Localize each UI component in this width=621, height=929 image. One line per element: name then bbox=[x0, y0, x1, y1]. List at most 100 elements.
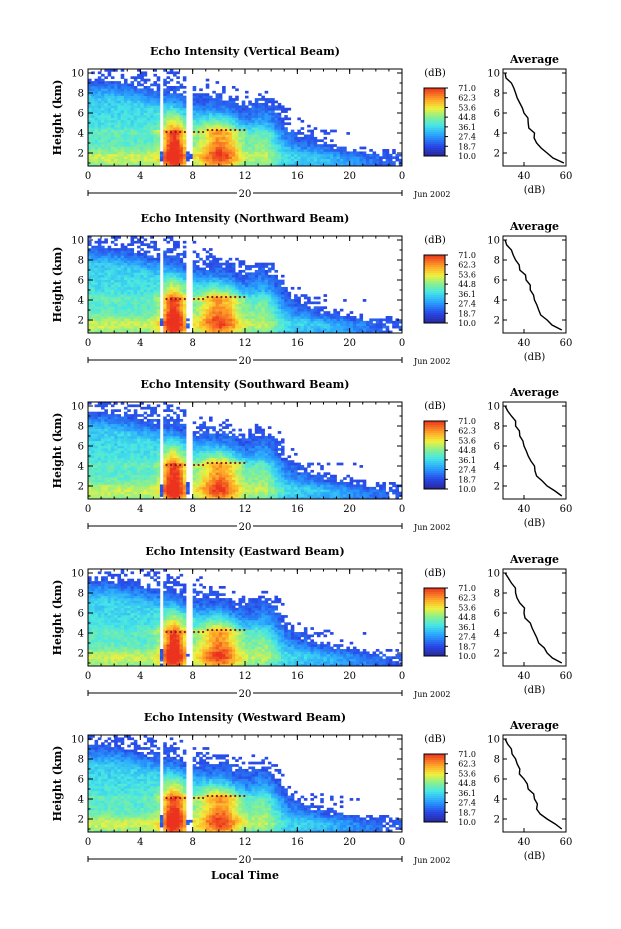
average-x-tick-label: 40 bbox=[518, 338, 531, 349]
heatmap-cell bbox=[120, 158, 125, 162]
heatmap-cell bbox=[248, 107, 252, 111]
heatmap-cell bbox=[140, 313, 144, 317]
heatmap-cell bbox=[97, 146, 102, 150]
heatmap-cell bbox=[97, 112, 102, 116]
heatmap-cell bbox=[101, 286, 105, 290]
heatmap-cell bbox=[101, 110, 105, 113]
heatmap-cell bbox=[258, 117, 262, 121]
heatmap-cell bbox=[114, 269, 118, 273]
heatmap-cell bbox=[297, 328, 301, 331]
heatmap-cell bbox=[248, 274, 252, 278]
heatmap-cell bbox=[333, 144, 337, 147]
colorbar-segment bbox=[424, 148, 445, 151]
heatmap-cell bbox=[97, 308, 102, 312]
heatmap-cell bbox=[352, 318, 357, 322]
heatmap-cell bbox=[88, 250, 92, 254]
heatmap-cell bbox=[251, 156, 256, 160]
heatmap-cell bbox=[163, 301, 167, 305]
heatmap-cell bbox=[179, 98, 184, 101]
heatmap-cell bbox=[280, 306, 285, 310]
heatmap-cell bbox=[94, 260, 99, 263]
heatmap-cell bbox=[143, 320, 148, 324]
heatmap-cell bbox=[143, 158, 148, 162]
heatmap-cell bbox=[202, 117, 207, 121]
heatmap-cell bbox=[110, 129, 115, 133]
heatmap-cell bbox=[366, 161, 370, 164]
heatmap-cell bbox=[195, 286, 200, 290]
heatmap-cell bbox=[271, 107, 275, 111]
heatmap-cell bbox=[287, 296, 292, 300]
heatmap-cell bbox=[271, 98, 275, 101]
heatmap-cell bbox=[133, 316, 138, 319]
heatmap-cell bbox=[248, 100, 252, 104]
heatmap-cell bbox=[101, 452, 105, 456]
heatmap-cell bbox=[280, 105, 285, 109]
heatmap-cell bbox=[294, 308, 298, 312]
heatmap-cell bbox=[235, 122, 239, 126]
heatmap-cell bbox=[182, 274, 187, 278]
heatmap-cell bbox=[163, 277, 167, 280]
heatmap-cell bbox=[117, 274, 122, 278]
heatmap-cell bbox=[343, 153, 347, 157]
heatmap-cell bbox=[130, 301, 135, 305]
heatmap-cell bbox=[104, 316, 108, 319]
heatmap-cell bbox=[133, 95, 138, 99]
heatmap-cell bbox=[91, 267, 95, 271]
heatmap-cell bbox=[182, 139, 187, 143]
heatmap-cell bbox=[248, 277, 252, 280]
heatmap-cell bbox=[120, 255, 125, 259]
heatmap-cell bbox=[140, 257, 144, 261]
heatmap-cell bbox=[176, 245, 180, 249]
heatmap-cell bbox=[326, 323, 331, 327]
heatmap-cell bbox=[91, 279, 95, 283]
heatmap-cell bbox=[146, 311, 151, 314]
heatmap-cell bbox=[199, 141, 203, 145]
heatmap-cell bbox=[110, 291, 115, 295]
heatmap-cell bbox=[94, 426, 99, 429]
heatmap-cell bbox=[284, 328, 288, 331]
heatmap-cell bbox=[179, 93, 184, 96]
heatmap-cell bbox=[300, 311, 305, 314]
heatmap-cell bbox=[192, 117, 197, 121]
heatmap-cell bbox=[192, 95, 197, 99]
heatmap-cell bbox=[117, 269, 122, 273]
heatmap-cell bbox=[114, 316, 118, 319]
heatmap-cell bbox=[231, 98, 236, 101]
heatmap-cell bbox=[91, 445, 95, 449]
heatmap-cell bbox=[127, 248, 131, 251]
heatmap-cell bbox=[271, 141, 275, 145]
heatmap-cell bbox=[94, 262, 99, 266]
heatmap-cell bbox=[173, 129, 177, 133]
x-tick-label: 4 bbox=[137, 338, 143, 349]
heatmap-cell bbox=[310, 132, 314, 135]
heatmap-cell bbox=[241, 289, 246, 293]
heatmap-cell bbox=[300, 141, 305, 145]
heatmap-cell bbox=[307, 136, 311, 140]
heatmap-cell bbox=[104, 455, 108, 459]
heatmap-cell bbox=[127, 294, 131, 297]
heatmap-cell bbox=[271, 262, 275, 266]
heatmap-cell bbox=[303, 328, 308, 331]
heatmap-cell bbox=[97, 144, 102, 147]
x-tick-label: 12 bbox=[239, 171, 252, 182]
heatmap-cell bbox=[104, 433, 108, 437]
heatmap-cell bbox=[140, 240, 144, 244]
heatmap-cell bbox=[313, 320, 318, 324]
heatmap-cell bbox=[267, 301, 272, 305]
heatmap-cell bbox=[123, 107, 128, 111]
heatmap-cell bbox=[146, 296, 151, 300]
heatmap-cell bbox=[261, 149, 265, 152]
heatmap-cell bbox=[97, 484, 102, 488]
heatmap-cell bbox=[235, 151, 239, 155]
heatmap-cell bbox=[173, 102, 177, 106]
heatmap-cell bbox=[91, 248, 95, 251]
heatmap-cell bbox=[97, 435, 102, 439]
heatmap-cell bbox=[179, 132, 184, 135]
heatmap-cell bbox=[218, 320, 223, 324]
heatmap-cell bbox=[212, 299, 216, 302]
heatmap-cell bbox=[313, 161, 318, 164]
heatmap-cell bbox=[316, 323, 321, 327]
heatmap-cell bbox=[264, 153, 269, 157]
heatmap-cell bbox=[169, 156, 174, 160]
heatmap-cell bbox=[264, 163, 269, 167]
